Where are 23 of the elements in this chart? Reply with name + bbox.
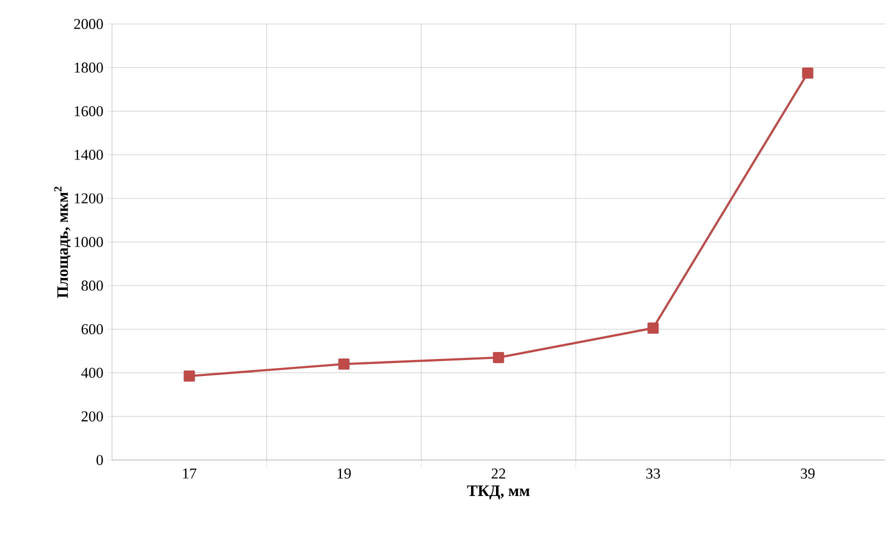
y-tick-label: 400: [81, 368, 103, 378]
x-tick-label: 22: [492, 468, 506, 478]
y-tick-label: 1000: [74, 236, 103, 248]
y-axis-title: Площадь, мкм$^{2}$: [54, 186, 71, 298]
y-tick-label: 0: [96, 454, 103, 466]
x-tick-label: 17: [183, 468, 196, 478]
x-tick-label: 33: [646, 468, 660, 479]
point: [648, 322, 659, 334]
y-tick-label: 800: [82, 280, 103, 291]
y-tick-label: 1800: [74, 62, 103, 73]
y-tick-label: 1400: [74, 150, 103, 160]
point: [184, 370, 195, 382]
point: [492, 352, 504, 364]
y-tick-label: 200: [82, 411, 103, 422]
y-tick-label: 1200: [74, 193, 103, 204]
y-tick-label: 600: [82, 324, 103, 334]
x-tick-label: 19: [338, 468, 351, 479]
x-tick-label: 39: [800, 468, 815, 479]
point: [338, 358, 350, 370]
point: [802, 67, 814, 79]
y-tick-label: 1600: [74, 106, 103, 116]
x-axis-title: ТКД, мм: [467, 485, 530, 500]
y-tick-label: 2000: [74, 18, 103, 30]
